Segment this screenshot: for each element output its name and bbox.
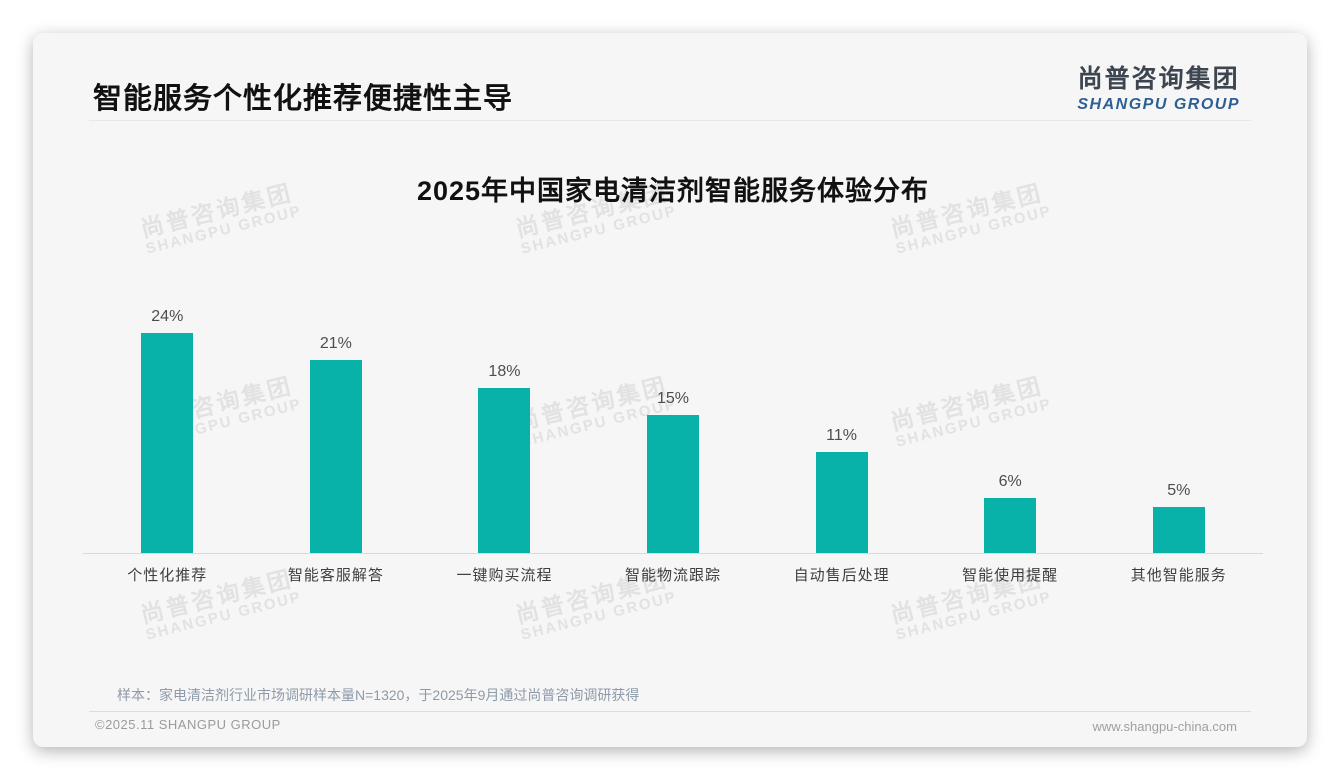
header-divider <box>89 120 1251 121</box>
bar-group: 5% <box>1094 33 1263 553</box>
bar-group: 6% <box>926 33 1095 553</box>
bar-value-label: 15% <box>657 390 690 408</box>
logo: 尚普咨询集团 SHANGPU GROUP <box>1077 59 1240 114</box>
bar <box>647 415 700 553</box>
bar <box>141 332 194 553</box>
x-tick-label: 个性化推荐 <box>127 567 208 584</box>
bar <box>984 497 1037 553</box>
bar-group: 15% <box>589 33 758 553</box>
bar-value-label: 21% <box>319 335 352 353</box>
bar-value-label: 24% <box>151 307 184 325</box>
x-tick-label: 智能物流跟踪 <box>625 567 722 584</box>
bar-value-label: 6% <box>998 472 1022 490</box>
bar <box>1152 507 1205 553</box>
x-tick-label: 自动售后处理 <box>793 567 890 584</box>
bar <box>815 452 868 553</box>
bar <box>478 387 531 553</box>
footer-website: www.shangpu-china.com <box>1092 719 1237 734</box>
x-axis-tick-labels: 个性化推荐 智能客服解答 一键购买流程 智能物流跟踪 自动售后处理 智能使用提醒 其他智能服… <box>83 564 1263 585</box>
bar <box>309 360 362 553</box>
x-axis-line <box>83 553 1263 554</box>
bar-group: 21% <box>252 33 421 553</box>
logo-text-en: SHANGPU GROUP <box>1077 96 1240 113</box>
slide-card: 尚普咨询集团 SHANGPU GROUP 尚普咨询集团 SHANGPU GROUP 尚普… <box>33 33 1307 747</box>
x-tick-label: 其他智能服务 <box>1130 567 1227 584</box>
source-note: 样本：家电清洁剂行业市场调研样本量N=1320，于2025年9月通过尚普咨询调研… <box>117 687 640 703</box>
bar-value-label: 5% <box>1167 482 1191 500</box>
bar-group: 18% <box>420 33 589 553</box>
bar-value-label: 11% <box>826 427 858 445</box>
bar-group: 24% <box>83 33 252 553</box>
footer-copyright: ©2025.11 SHANGPU GROUP <box>95 717 281 732</box>
x-tick-label: 一键购买流程 <box>456 567 553 584</box>
footer-divider <box>89 711 1251 712</box>
logo-text-zh: 尚普咨询集团 <box>1077 65 1240 93</box>
bar-value-label: 18% <box>488 362 521 380</box>
x-tick-label: 智能客服解答 <box>287 567 384 584</box>
bar-group: 11% <box>757 33 926 553</box>
bar-chart-plot-area: 24% 21% 18% 15% 11% 6% 5% <box>83 33 1263 553</box>
x-tick-label: 智能使用提醒 <box>962 567 1059 584</box>
chart-title: 2025年中国家电清洁剂智能服务体验分布 <box>416 176 930 206</box>
page-title: 智能服务个性化推荐便捷性主导 <box>93 83 514 115</box>
